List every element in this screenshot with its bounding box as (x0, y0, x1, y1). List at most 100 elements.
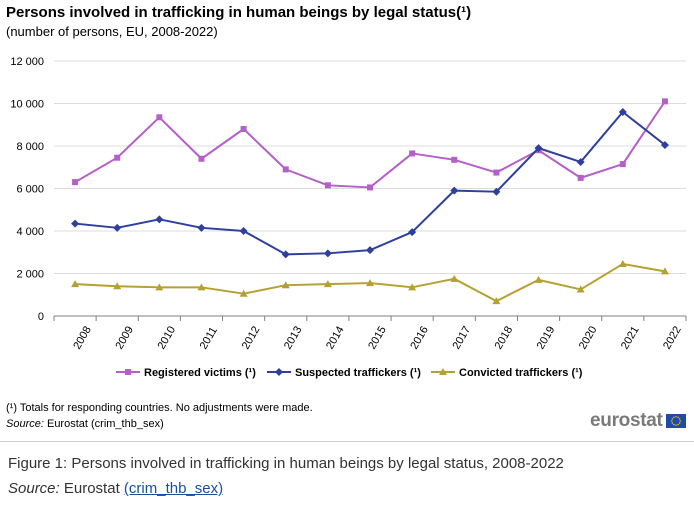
data-point (618, 108, 627, 116)
data-point (367, 184, 373, 191)
legend-label: Suspected traffickers (¹) (295, 367, 421, 379)
series-line (74, 111, 666, 256)
data-point (493, 169, 500, 176)
data-point (576, 285, 585, 293)
data-point (240, 126, 247, 132)
y-tick-label: 6 000 (16, 184, 44, 196)
x-tick-label: 2008 (71, 324, 94, 351)
data-point (408, 228, 417, 237)
x-tick-label: 2017 (450, 324, 473, 351)
data-point (618, 259, 627, 267)
chart-subtitle: (number of persons, EU, 2008-2022) (6, 24, 218, 39)
data-point (661, 98, 668, 105)
flag-star (678, 422, 680, 424)
data-point (451, 156, 458, 163)
eu-flag-icon (665, 414, 686, 428)
x-tick-label: 2015 (366, 324, 389, 351)
data-point (366, 279, 374, 287)
data-point (408, 283, 417, 291)
y-tick-label: 2 000 (16, 269, 44, 281)
legend-label: Registered victims (¹) (144, 367, 256, 379)
data-point (71, 219, 80, 228)
flag-star (670, 420, 673, 422)
x-tick-label: 2011 (198, 325, 220, 351)
data-point (324, 182, 331, 189)
data-point (450, 274, 459, 282)
data-point (156, 114, 163, 121)
x-tick-label: 2009 (113, 324, 136, 351)
data-point (197, 283, 206, 291)
dataset-link[interactable]: (crim_thb_sex) (123, 480, 224, 497)
data-point (155, 215, 164, 224)
y-tick-label: 0 (38, 311, 44, 323)
flag-star (672, 416, 675, 419)
footnote: (¹) Totals for responding countries. No … (6, 402, 313, 414)
figure-caption: Figure 1: Persons involved in traffickin… (8, 455, 564, 472)
source-note: Source: Eurostat (crim_thb_sex) (6, 418, 164, 430)
data-point (282, 166, 289, 173)
source-text: Eurostat (crim_thb_sex) (43, 418, 164, 430)
source-label: Source: (6, 418, 44, 430)
flag-star (674, 424, 677, 426)
line-chart: 0 2 000 4 000 6 000 8 000 10 000 12 000 2008 200… (10, 56, 687, 379)
x-tick-label: 2021 (619, 324, 642, 351)
x-tick-label: 2013 (282, 324, 305, 351)
figure-source: Source: Eurostat (crim_thb_sex) (8, 480, 223, 497)
data-point (239, 289, 248, 297)
x-tick-label: 2010 (156, 324, 179, 351)
data-point (366, 246, 374, 255)
chart-title: Persons involved in trafficking in human… (6, 4, 472, 21)
data-point (198, 155, 205, 162)
data-point (239, 227, 248, 235)
data-point (534, 144, 543, 153)
data-point (409, 150, 416, 157)
data-point (660, 140, 669, 149)
x-tick-label: 2020 (577, 324, 600, 351)
data-point (323, 249, 332, 258)
flag-star (676, 423, 679, 426)
data-point (439, 368, 447, 375)
data-point (155, 283, 164, 291)
y-tick-label: 12 000 (10, 56, 44, 68)
series-line (74, 100, 666, 189)
divider (0, 441, 694, 442)
data-point (576, 157, 585, 166)
data-point (197, 223, 206, 232)
data-point (492, 187, 501, 196)
x-tick-label: 2019 (535, 324, 558, 351)
flag-star (672, 423, 675, 426)
data-point (114, 154, 121, 161)
y-tick-label: 4 000 (16, 226, 44, 238)
data-point (71, 280, 80, 288)
legend-label: Convicted traffickers (¹) (459, 367, 583, 379)
x-tick-label: 2012 (240, 324, 263, 351)
eurostat-logo: eurostat (590, 410, 686, 432)
x-tick-label: 2022 (661, 324, 684, 351)
x-tick-label: 2016 (408, 324, 431, 351)
data-point (450, 186, 459, 195)
data-point (577, 174, 584, 181)
data-point (660, 267, 669, 275)
figure-source-text: Eurostat (59, 480, 124, 497)
data-point (323, 280, 332, 288)
data-point (281, 250, 290, 259)
x-tick-label: 2018 (493, 324, 516, 351)
data-point (125, 369, 131, 375)
data-point (72, 179, 79, 186)
data-point (619, 161, 626, 168)
logo-text: eurostat (590, 410, 663, 431)
y-tick-label: 10 000 (10, 99, 44, 111)
data-point (113, 282, 122, 290)
data-point (534, 275, 543, 283)
flag-star (678, 418, 680, 420)
flag-star (679, 420, 681, 422)
flag-star (674, 416, 677, 418)
data-point (113, 223, 122, 232)
x-tick-label: 2014 (324, 324, 347, 351)
flag-star (676, 416, 679, 419)
figure-source-label: Source: (8, 480, 60, 497)
data-point (275, 368, 283, 376)
data-point (281, 281, 290, 289)
flag-star (671, 418, 673, 420)
y-tick-label: 8 000 (16, 141, 44, 153)
